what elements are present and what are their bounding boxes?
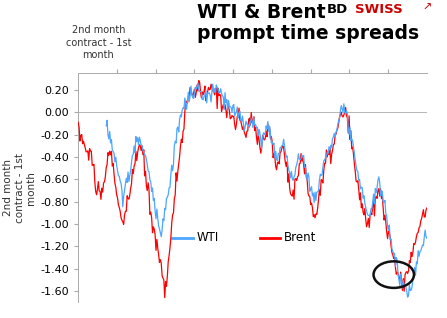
Y-axis label: 2nd month
contract - 1st
month: 2nd month contract - 1st month [3, 153, 36, 223]
Text: 2nd month
contract - 1st
month: 2nd month contract - 1st month [66, 25, 131, 60]
Text: Brent: Brent [284, 232, 316, 245]
Text: SWISS: SWISS [355, 3, 403, 16]
Text: BD: BD [326, 3, 348, 16]
Text: ↗: ↗ [422, 3, 432, 13]
Text: WTI: WTI [197, 232, 219, 245]
Text: WTI & Brent
prompt time spreads: WTI & Brent prompt time spreads [197, 3, 419, 44]
